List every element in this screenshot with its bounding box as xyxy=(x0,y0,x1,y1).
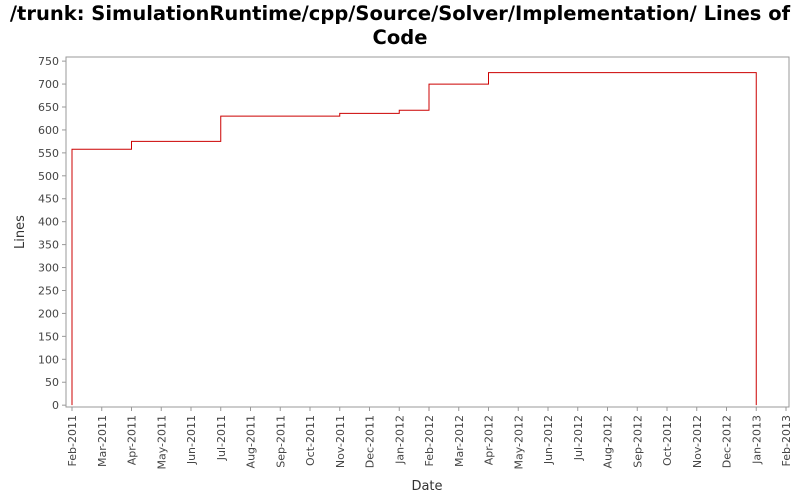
y-tick-label: 550 xyxy=(38,147,59,160)
x-tick-label: Feb-2011 xyxy=(66,415,79,466)
x-tick-label: Jun-2012 xyxy=(542,415,555,465)
x-tick-label: Sep-2012 xyxy=(631,415,644,468)
x-tick-label: Apr-2012 xyxy=(483,415,496,465)
x-tick-label: Jul-2012 xyxy=(572,415,585,461)
x-tick-label: Nov-2011 xyxy=(334,415,347,468)
x-tick-label: May-2011 xyxy=(155,415,168,470)
x-tick-label: Mar-2011 xyxy=(96,415,109,467)
x-tick-label: Dec-2011 xyxy=(364,415,377,468)
y-tick-label: 200 xyxy=(38,307,59,320)
x-tick-label: Oct-2011 xyxy=(304,415,317,466)
x-tick-label: Jan-2013 xyxy=(750,415,763,465)
x-tick-label: Jan-2012 xyxy=(393,415,406,465)
plot-area xyxy=(65,56,790,408)
chart-title: /trunk: SimulationRuntime/cpp/Source/Sol… xyxy=(9,2,791,49)
y-tick-label: 650 xyxy=(38,101,59,114)
y-tick-label: 750 xyxy=(38,55,59,68)
data-line xyxy=(71,72,757,406)
y-tick-label: 150 xyxy=(38,330,59,343)
x-tick-label: Apr-2011 xyxy=(126,415,139,465)
y-tick-label: 50 xyxy=(45,376,59,389)
x-tick-label: Mar-2012 xyxy=(453,415,466,467)
y-tick-label: 100 xyxy=(38,353,59,366)
y-tick-label: 300 xyxy=(38,262,59,275)
x-tick-label: May-2012 xyxy=(512,415,525,470)
x-tick-label: Jul-2011 xyxy=(215,415,228,461)
y-tick-label: 0 xyxy=(52,399,59,412)
y-tick-label: 600 xyxy=(38,124,59,137)
x-tick-label: Nov-2012 xyxy=(691,415,704,468)
x-tick-label: Aug-2011 xyxy=(245,415,258,468)
x-axis-label: Date xyxy=(411,479,442,494)
y-tick-label: 700 xyxy=(38,78,59,91)
x-tick-label: Dec-2012 xyxy=(721,415,734,468)
x-tick-label: Feb-2012 xyxy=(423,415,436,466)
y-axis-label: Lines xyxy=(13,215,28,249)
y-tick-label: 250 xyxy=(38,284,59,297)
x-tick-label: Jun-2011 xyxy=(185,415,198,465)
x-tick-label: Feb-2013 xyxy=(780,415,793,466)
x-tick-label: Sep-2011 xyxy=(274,415,287,468)
y-tick-label: 450 xyxy=(38,193,59,206)
x-tick-label: Aug-2012 xyxy=(602,415,615,468)
y-tick-label: 400 xyxy=(38,216,59,229)
y-tick-label: 350 xyxy=(38,239,59,252)
y-tick-label: 500 xyxy=(38,170,59,183)
x-tick-label: Oct-2012 xyxy=(661,415,674,466)
